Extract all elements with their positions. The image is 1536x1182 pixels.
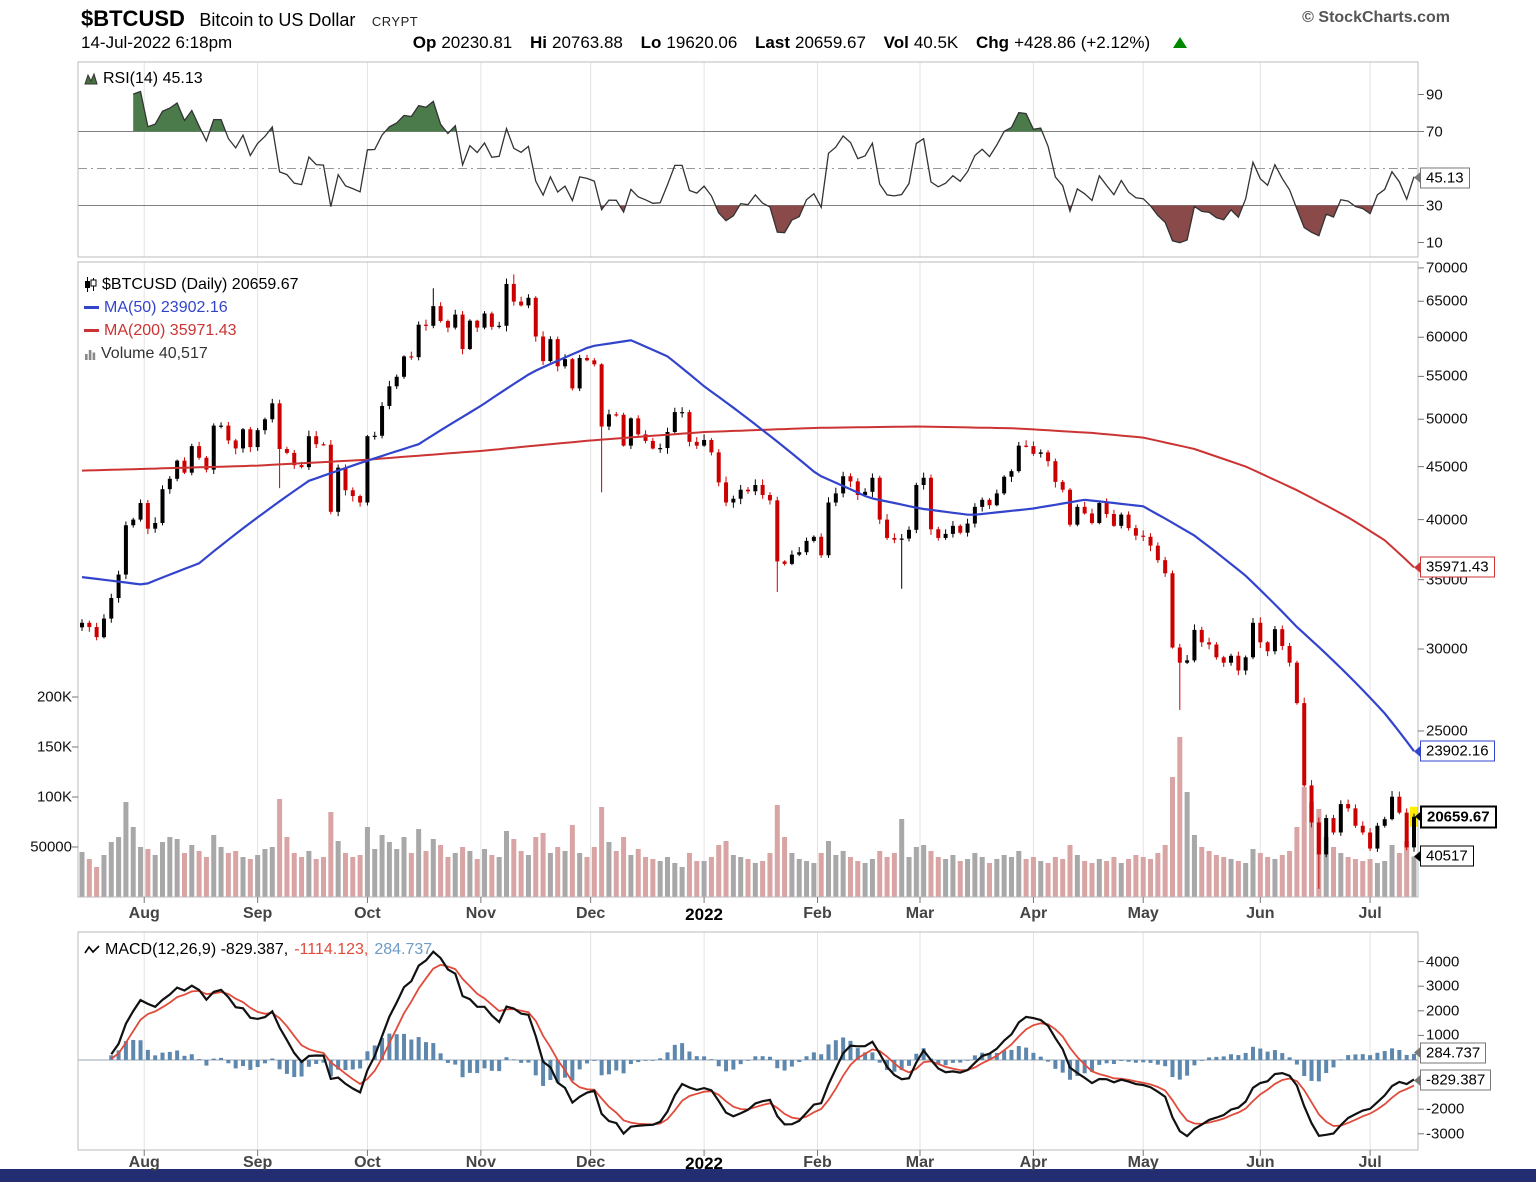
price-legend-title: $BTCUSD (Daily) 20659.67 (102, 275, 299, 293)
stockcharts-credit: © StockCharts.com (1302, 9, 1450, 26)
rsi-area-icon (84, 72, 98, 85)
macd-plot (78, 950, 1418, 1138)
panel-border (77, 61, 1419, 258)
low-label: Lo (640, 33, 662, 52)
ma200-line (81, 425, 1415, 569)
quote-change: Chg +428.86 (+2.12%) (976, 33, 1150, 52)
symbol-name: Bitcoin to US Dollar (199, 10, 356, 30)
volume-legend-label: Volume 40,517 (101, 344, 208, 362)
quote-open: Op 20230.81 (413, 33, 513, 52)
quote-low: Lo 19620.06 (641, 33, 738, 52)
rsi-legend-label: RSI(14) 45.13 (103, 69, 203, 87)
rsi-plot (78, 90, 1418, 244)
low-value: 19620.06 (666, 33, 738, 52)
quote-volume: Vol 40.5K (884, 33, 959, 52)
candlestick-icon (85, 277, 97, 292)
ma200-line-icon (84, 329, 99, 332)
volume-label: Vol (883, 33, 909, 52)
candles-layer (80, 274, 1416, 889)
macd-legend-signal: -1114.123, (294, 940, 369, 958)
macd-main-line (110, 950, 1415, 1138)
high-label: Hi (529, 33, 547, 52)
month-gridlines (143, 62, 1371, 1150)
open-label: Op (412, 33, 437, 52)
macd-line-icon (84, 944, 100, 953)
ma50-line-icon (84, 306, 99, 309)
price-legend: $BTCUSD (Daily) 20659.67 MA(50) 23902.16… (84, 273, 299, 365)
symbol: $BTCUSD (81, 6, 185, 31)
quote-last: Last 20659.67 (755, 33, 866, 52)
open-value: 20230.81 (441, 33, 513, 52)
last-label: Last (755, 33, 791, 52)
change-value: +428.86 (+2.12%) (1014, 33, 1151, 52)
chart-datetime: 14-Jul-2022 6:18pm (81, 33, 233, 52)
change-label: Chg (976, 33, 1010, 52)
rsi-legend: RSI(14) 45.13 (84, 67, 203, 90)
quote-high: Hi 20763.88 (530, 33, 623, 52)
ma50-line (81, 339, 1415, 752)
macd-legend-main: MACD(12,26,9) -829.387, (105, 940, 289, 958)
exchange-label: CRYPT (371, 14, 419, 29)
chart-header: $BTCUSD Bitcoin to US Dollar CRYPT (81, 6, 418, 32)
price-plot (79, 274, 1418, 897)
macd-signal-line (110, 963, 1415, 1127)
ma50-legend-label: MA(50) 23902.16 (104, 298, 228, 316)
change-up-arrow-icon (1172, 37, 1187, 48)
quote-bar: 14-Jul-2022 6:18pm Op 20230.81 Hi 20763.88… (81, 33, 1187, 53)
ma200-legend-label: MA(200) 35971.43 (104, 321, 237, 339)
volume-value: 40.5K (913, 33, 959, 52)
macd-legend-hist: 284.737 (374, 940, 433, 958)
panel-border (77, 931, 1419, 1151)
high-value: 20763.88 (551, 33, 623, 52)
volume-bars-icon (85, 349, 96, 360)
last-value: 20659.67 (795, 33, 866, 52)
bottom-bar (0, 1169, 1536, 1182)
macd-legend: MACD(12,26,9) -829.387, -1114.123, 284.7… (84, 938, 432, 961)
